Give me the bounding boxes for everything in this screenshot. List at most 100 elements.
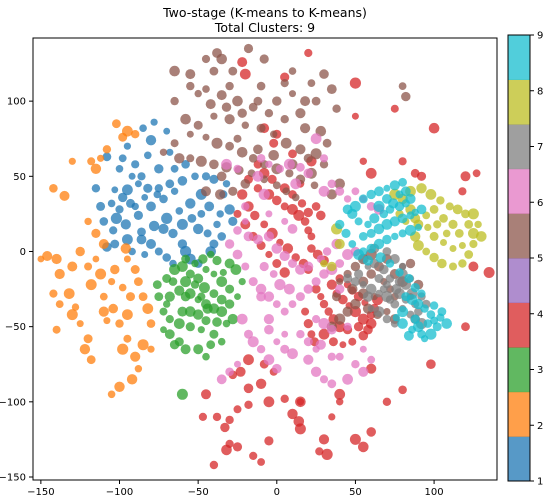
cluster-3-point: [212, 317, 222, 327]
cluster-2-point: [108, 278, 116, 286]
cluster-10-point: [432, 322, 442, 332]
cluster-3-point: [193, 309, 204, 320]
cluster-3-point: [160, 326, 167, 334]
cluster-10-point: [417, 289, 426, 298]
cluster-10-point: [437, 307, 447, 316]
chart-title-group: Two-stage (K-means to K-means) Total Clu…: [162, 5, 367, 35]
cluster-1-point: [134, 180, 142, 188]
cluster-4-point: [235, 366, 246, 377]
cluster-1-point: [137, 227, 146, 237]
cluster-10-point: [366, 228, 376, 238]
cluster-4-point: [316, 210, 326, 221]
cluster-7-point: [265, 210, 273, 218]
cluster-4-point: [358, 441, 369, 453]
cluster-1-point: [122, 184, 133, 196]
cluster-3-point: [173, 318, 185, 329]
cluster-7-point: [272, 363, 282, 374]
cluster-10-point: [342, 204, 353, 215]
cluster-6-point: [243, 43, 254, 54]
x-tick-label: 100: [425, 487, 444, 498]
cluster-4-point: [280, 202, 289, 211]
cluster-9-point: [467, 208, 479, 220]
cluster-7-point: [224, 239, 235, 249]
cluster-6-point: [256, 81, 266, 91]
cluster-2-point: [102, 145, 112, 154]
cluster-2-point: [92, 255, 100, 263]
cluster-4-point: [295, 396, 306, 408]
cluster-10-point: [354, 217, 363, 226]
cluster-4-point: [483, 267, 495, 278]
cluster-4-point: [326, 279, 337, 290]
y-tick-label: −100: [0, 397, 26, 408]
cluster-7-point: [303, 168, 314, 179]
cluster-4-point: [255, 378, 267, 389]
cluster-4-point: [293, 209, 305, 221]
cluster-3-point: [152, 280, 162, 289]
cluster-2-point: [66, 309, 78, 321]
cluster-2-point: [84, 262, 93, 271]
cluster-6-point: [216, 171, 227, 182]
cluster-1-point: [139, 124, 147, 132]
cluster-10-point: [353, 249, 364, 260]
cluster-1-point: [213, 220, 221, 229]
cluster-2-point: [83, 334, 93, 344]
cluster-9-point: [433, 220, 442, 229]
cluster-6-point: [350, 298, 361, 310]
cluster-9-point: [424, 223, 432, 231]
cluster-2-point: [67, 261, 78, 272]
cluster-2-point: [126, 292, 135, 302]
cluster-10-point: [388, 198, 399, 209]
cluster-4-point: [318, 328, 330, 340]
cluster-1-point: [185, 198, 196, 209]
cluster-4-point: [328, 337, 338, 347]
cluster-10-point: [383, 184, 391, 192]
cluster-1-point: [131, 160, 140, 169]
cluster-2-point: [84, 217, 92, 226]
cluster-2-point: [130, 351, 141, 362]
cluster-4-point: [349, 77, 361, 89]
cluster-4-point: [317, 293, 325, 301]
cluster-6-point: [322, 138, 332, 148]
cluster-7-point: [263, 291, 275, 302]
cluster-4-point: [365, 167, 377, 179]
y-tick-label: 50: [13, 172, 26, 183]
cluster-4-point: [250, 210, 260, 221]
cluster-4-point: [468, 261, 479, 272]
cluster-1-point: [146, 239, 156, 249]
cluster-2-point: [134, 365, 143, 373]
cluster-4-point: [287, 408, 298, 420]
cluster-7-point: [252, 170, 264, 182]
cluster-4-point: [243, 354, 254, 366]
cluster-2-point: [146, 319, 156, 328]
cluster-7-point: [241, 262, 250, 271]
cluster-4-point: [263, 396, 275, 408]
cluster-8-point: [379, 264, 389, 275]
cluster-3-point: [180, 344, 191, 355]
cluster-4-point: [225, 439, 234, 448]
cluster-4-point: [315, 447, 324, 456]
cluster-6-point: [405, 258, 416, 269]
cluster-6-point: [186, 81, 195, 91]
y-tick-label: 0: [20, 247, 26, 258]
cluster-6-point: [169, 65, 180, 77]
colorbar-tick-label: 5: [537, 254, 543, 265]
cluster-1-point: [168, 228, 178, 239]
cluster-1-point: [170, 187, 179, 195]
cluster-4-point: [359, 157, 367, 165]
cluster-1-point: [154, 164, 164, 174]
cluster-2-point: [98, 239, 109, 249]
cluster-10-point: [405, 224, 416, 236]
cluster-10-point: [398, 177, 407, 187]
cluster-7-point: [284, 283, 295, 295]
cluster-4-point: [428, 122, 440, 134]
cluster-1-point: [99, 217, 109, 226]
cluster-3-point: [198, 282, 210, 294]
cluster-2-point: [63, 288, 75, 299]
cluster-2-point: [79, 344, 91, 355]
cluster-1-point: [197, 210, 206, 218]
cluster-9-point: [320, 259, 328, 268]
colorbar-segment: [508, 213, 530, 259]
cluster-7-point: [327, 179, 337, 189]
cluster-4-point: [303, 319, 313, 329]
cluster-10-point: [429, 301, 439, 310]
